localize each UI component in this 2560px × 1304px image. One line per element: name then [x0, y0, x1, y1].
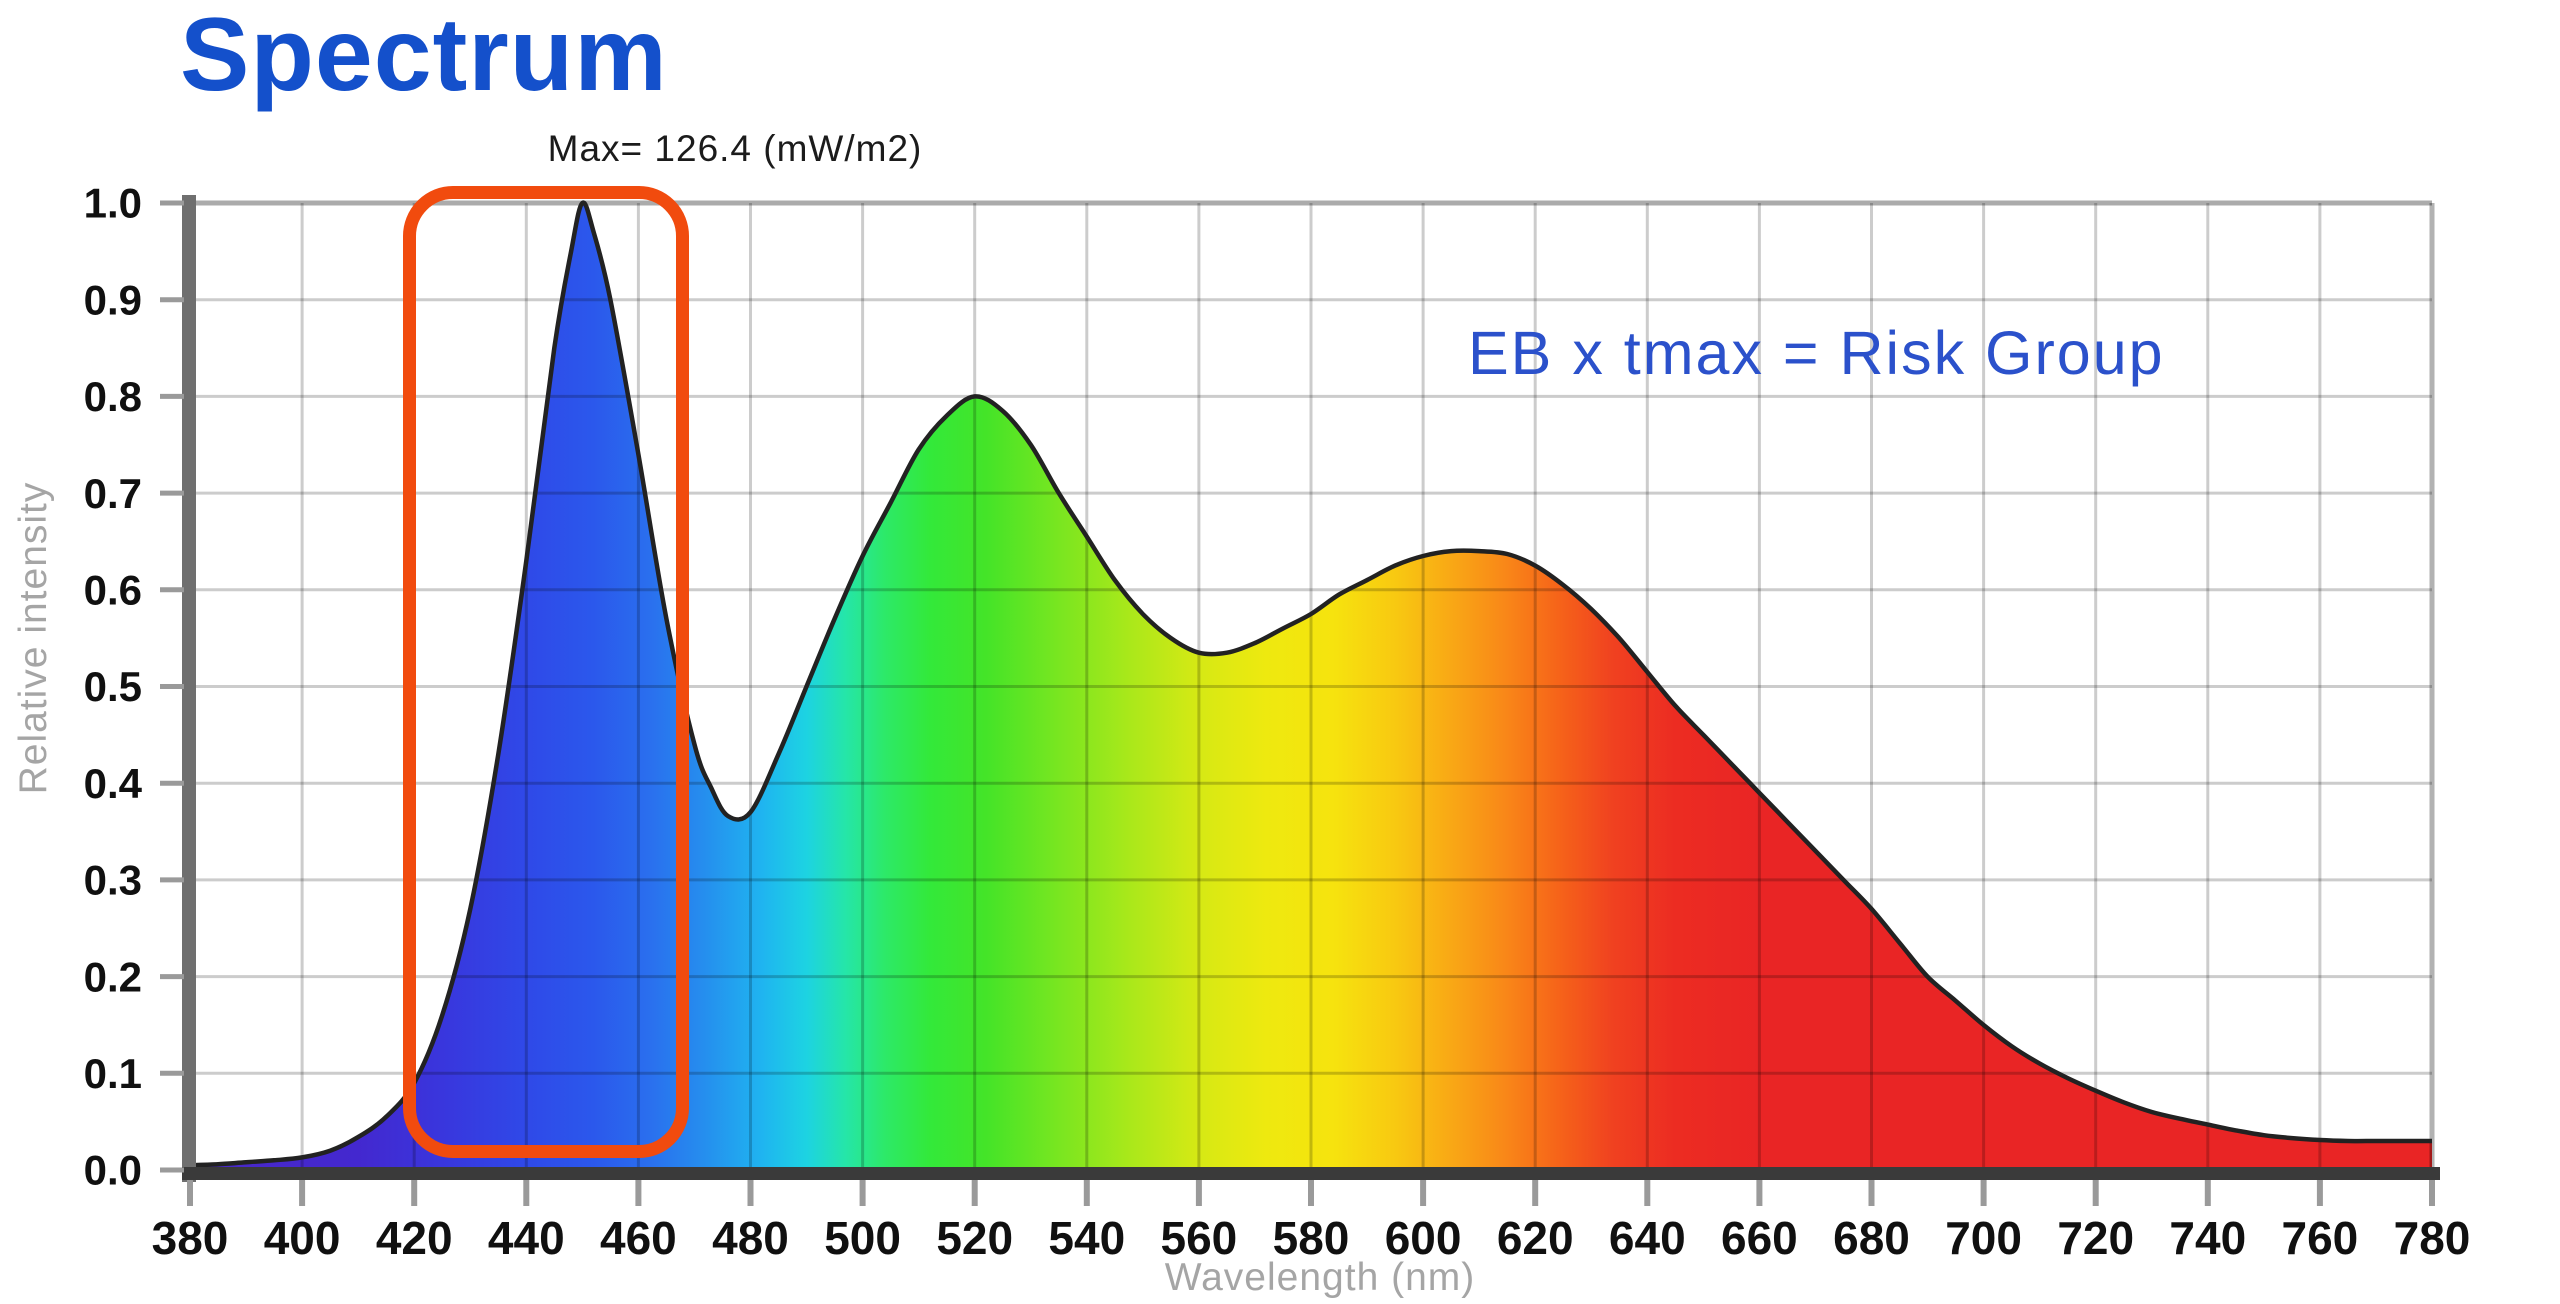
x-tick-label: 460	[600, 1212, 677, 1264]
x-tick-label: 520	[936, 1212, 1013, 1264]
x-tick-label: 620	[1497, 1212, 1574, 1264]
risk-group-annotation: EB x tmax = Risk Group	[1468, 319, 2165, 387]
y-tick-label: 0.4	[84, 760, 143, 807]
y-tick-label: 0.7	[84, 470, 142, 517]
y-tick-label: 0.5	[84, 663, 142, 710]
axes	[182, 195, 2440, 1182]
spectrum-area	[190, 202, 2432, 1170]
y-tick-label: 0.6	[84, 567, 142, 614]
x-tick-label: 580	[1273, 1212, 1350, 1264]
x-tick-label: 480	[712, 1212, 789, 1264]
x-tick-label: 380	[152, 1212, 229, 1264]
y-axis-title: Relative intensity	[12, 481, 55, 795]
x-tick-label: 700	[1945, 1212, 2022, 1264]
x-tick-label: 760	[2282, 1212, 2359, 1264]
tick-marks	[160, 200, 2435, 1206]
x-tick-label: 780	[2394, 1212, 2471, 1264]
y-tick-label: 0.3	[84, 857, 142, 904]
x-tick-label: 540	[1048, 1212, 1125, 1264]
blue-light-highlight-box	[402, 186, 689, 1158]
x-tick-label: 640	[1609, 1212, 1686, 1264]
max-value-annotation: Max= 126.4 (mW/m2)	[547, 128, 923, 169]
x-tick-label: 420	[376, 1212, 453, 1264]
y-tick-label: 0.9	[84, 276, 142, 323]
tick-labels: 0.0 0.1 0.2 0.3 0.4 0.5 0.6 0.7 0.8 0.9 1.0 380 400 4…	[84, 180, 2471, 1264]
x-tick-label: 560	[1161, 1212, 1238, 1264]
y-tick-label: 0.2	[84, 953, 142, 1000]
spectrum-curve	[189, 200, 2432, 1168]
x-tick-label: 740	[2169, 1212, 2246, 1264]
x-axis-title: Wavelength (nm)	[1164, 1256, 1476, 1299]
x-tick-label: 680	[1833, 1212, 1910, 1264]
x-tick-label: 600	[1385, 1212, 1462, 1264]
x-tick-label: 660	[1721, 1212, 1798, 1264]
x-tick-label: 720	[2057, 1212, 2134, 1264]
y-tick-label: 0.1	[84, 1050, 142, 1097]
page-title: Spectrum	[180, 0, 668, 113]
x-tick-label: 500	[824, 1212, 901, 1264]
x-tick-label: 400	[264, 1212, 341, 1264]
y-tick-label: 0.8	[84, 373, 142, 420]
y-tick-label: 1.0	[84, 180, 142, 227]
x-tick-label: 440	[488, 1212, 565, 1264]
y-tick-label: 0.0	[84, 1147, 142, 1194]
